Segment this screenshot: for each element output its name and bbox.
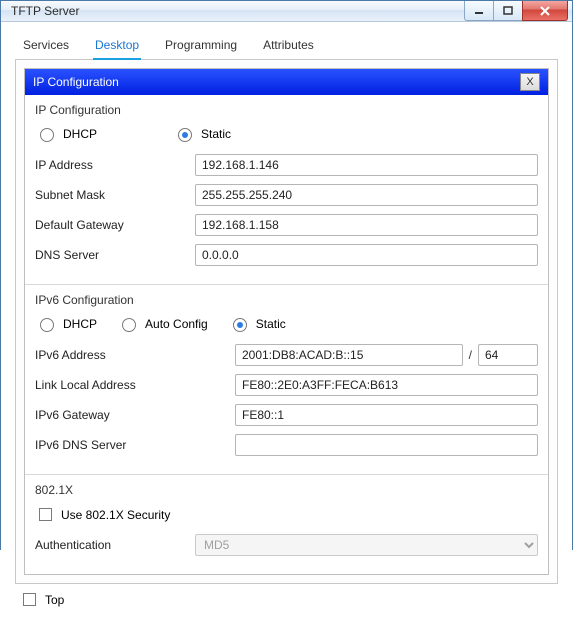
close-button[interactable] bbox=[522, 1, 568, 21]
ipv6-dhcp-radio-input[interactable] bbox=[40, 318, 54, 332]
titlebar[interactable]: TFTP Server bbox=[1, 1, 572, 22]
ipv4-static-radio[interactable]: Static bbox=[173, 125, 231, 142]
ipv4-group: IP Configuration DHCP Static IP Address bbox=[25, 95, 548, 285]
tab-programming[interactable]: Programming bbox=[163, 34, 239, 59]
ipv6-auto-radio-input[interactable] bbox=[122, 318, 136, 332]
link-local-label: Link Local Address bbox=[35, 378, 235, 392]
ipv6-group-title: IPv6 Configuration bbox=[35, 293, 538, 307]
link-local-row: Link Local Address bbox=[35, 374, 538, 396]
ipv6-mode-radio-row: DHCP Auto Config Static bbox=[35, 315, 538, 332]
window-title: TFTP Server bbox=[11, 4, 465, 18]
ipv4-group-title: IP Configuration bbox=[35, 103, 538, 117]
footer: Top bbox=[15, 584, 558, 617]
dot1x-group: 802.1X Use 802.1X Security Authenticatio… bbox=[25, 475, 548, 574]
section-header: IP Configuration X bbox=[25, 69, 548, 95]
subnet-mask-input[interactable] bbox=[195, 184, 538, 206]
ipv6-dns-row: IPv6 DNS Server bbox=[35, 434, 538, 456]
ipv4-mode-radio-row: DHCP Static bbox=[35, 125, 538, 142]
ipv6-static-radio-label: Static bbox=[256, 317, 286, 331]
tab-services[interactable]: Services bbox=[21, 34, 71, 59]
tab-attributes[interactable]: Attributes bbox=[261, 34, 316, 59]
maximize-button[interactable] bbox=[493, 1, 523, 21]
ipv6-gateway-row: IPv6 Gateway bbox=[35, 404, 538, 426]
tab-desktop[interactable]: Desktop bbox=[93, 34, 141, 60]
ipv6-address-input[interactable] bbox=[235, 344, 463, 366]
dot1x-group-title: 802.1X bbox=[35, 483, 538, 497]
ipv6-address-row: IPv6 Address / bbox=[35, 344, 538, 366]
window-controls bbox=[465, 1, 568, 21]
ipv6-prefix-input[interactable] bbox=[478, 344, 538, 366]
ip-address-label: IP Address bbox=[35, 158, 195, 172]
ipv6-dns-label: IPv6 DNS Server bbox=[35, 438, 235, 452]
subnet-mask-row: Subnet Mask bbox=[35, 184, 538, 206]
section-title: IP Configuration bbox=[33, 75, 520, 89]
ipv6-auto-radio-label: Auto Config bbox=[145, 317, 208, 331]
ipv6-dhcp-radio-label: DHCP bbox=[63, 317, 97, 331]
dns-server-input[interactable] bbox=[195, 244, 538, 266]
client-area: Services Desktop Programming Attributes … bbox=[1, 22, 572, 621]
ipv6-gateway-input[interactable] bbox=[235, 404, 538, 426]
default-gateway-row: Default Gateway bbox=[35, 214, 538, 236]
section-close-button[interactable]: X bbox=[520, 73, 540, 91]
ipv4-dhcp-radio-input[interactable] bbox=[40, 128, 54, 142]
ipv4-static-radio-label: Static bbox=[201, 127, 231, 141]
top-checkbox[interactable] bbox=[23, 593, 36, 606]
ipv6-address-label: IPv6 Address bbox=[35, 348, 235, 362]
default-gateway-label: Default Gateway bbox=[35, 218, 195, 232]
ip-address-row: IP Address bbox=[35, 154, 538, 176]
ipv4-static-radio-input[interactable] bbox=[178, 128, 192, 142]
default-gateway-input[interactable] bbox=[195, 214, 538, 236]
dns-server-row: DNS Server bbox=[35, 244, 538, 266]
ipv6-dns-input[interactable] bbox=[235, 434, 538, 456]
tab-bar: Services Desktop Programming Attributes bbox=[15, 34, 558, 60]
dns-server-label: DNS Server bbox=[35, 248, 195, 262]
use-8021x-checkbox-input[interactable] bbox=[39, 508, 52, 521]
tab-panel: IP Configuration X IP Configuration DHCP… bbox=[15, 60, 558, 584]
authentication-row: Authentication MD5 bbox=[35, 534, 538, 556]
authentication-select[interactable]: MD5 bbox=[195, 534, 538, 556]
ipv6-auto-radio[interactable]: Auto Config bbox=[117, 315, 208, 332]
scroll-area[interactable]: IP Configuration X IP Configuration DHCP… bbox=[24, 68, 549, 575]
use-8021x-checkbox[interactable]: Use 802.1X Security bbox=[35, 505, 538, 524]
use-8021x-checkbox-label: Use 802.1X Security bbox=[61, 508, 170, 522]
link-local-input[interactable] bbox=[235, 374, 538, 396]
ipv6-prefix-separator: / bbox=[463, 348, 478, 362]
ipv6-static-radio-input[interactable] bbox=[233, 318, 247, 332]
minimize-button[interactable] bbox=[464, 1, 494, 21]
app-window: TFTP Server Services Desktop Programming… bbox=[0, 0, 573, 550]
ipv4-dhcp-radio[interactable]: DHCP bbox=[35, 125, 97, 142]
subnet-mask-label: Subnet Mask bbox=[35, 188, 195, 202]
ipv4-dhcp-radio-label: DHCP bbox=[63, 127, 97, 141]
ipv6-dhcp-radio[interactable]: DHCP bbox=[35, 315, 97, 332]
ipv6-group: IPv6 Configuration DHCP Auto Config bbox=[25, 285, 548, 475]
top-checkbox-label: Top bbox=[45, 593, 64, 607]
ip-address-input[interactable] bbox=[195, 154, 538, 176]
ipv6-static-radio[interactable]: Static bbox=[228, 315, 286, 332]
ipv6-gateway-label: IPv6 Gateway bbox=[35, 408, 235, 422]
